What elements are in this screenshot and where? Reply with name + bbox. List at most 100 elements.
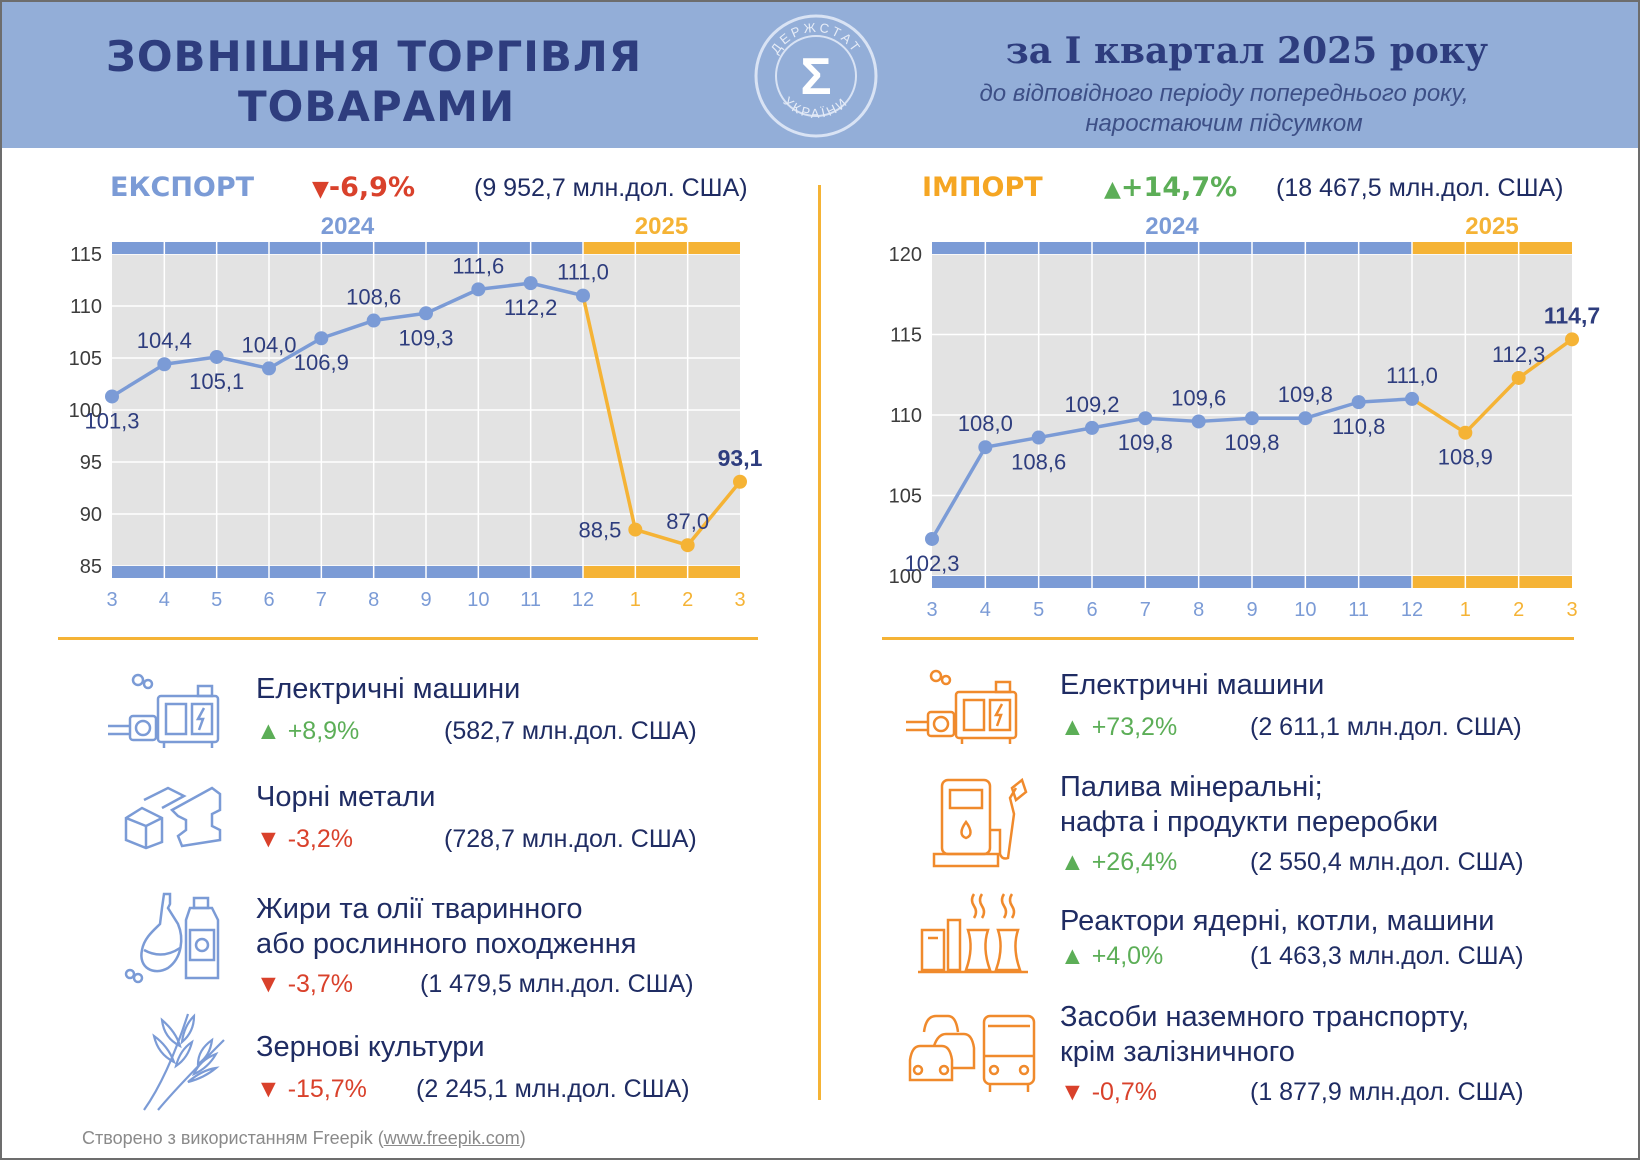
- item-value: (1 463,3 млн.дол. США): [1250, 942, 1524, 970]
- metal-profiles-icon: [124, 786, 222, 850]
- x-tick-label: 11: [1348, 599, 1369, 621]
- item-change: -3,7%: [287, 970, 354, 998]
- year-label-2025: 2025: [1465, 213, 1518, 240]
- data-point: [262, 361, 276, 376]
- data-point: [576, 288, 590, 303]
- item-change-row: ▼ -15,7%: [256, 1075, 367, 1104]
- vehicles-icon: [908, 1014, 1036, 1092]
- data-point: [157, 357, 172, 372]
- power-plant-icon: [918, 893, 1028, 974]
- item-name-line1: Жири та олії тваринного: [256, 893, 583, 925]
- data-label: 108,6: [1011, 450, 1066, 475]
- series-line-segment: [1038, 426, 1093, 440]
- export-item-ferrous-metals: Чорні метали ▼ -3,2% (728,7 млн.дол. США…: [256, 780, 796, 860]
- item-change-row: ▲ +4,0%: [1060, 942, 1163, 971]
- data-label: 101,3: [84, 408, 139, 433]
- electric-machine-icon: [906, 669, 1018, 744]
- footer-text: Створено з використанням Freepik: [82, 1128, 373, 1148]
- data-point: [680, 538, 695, 553]
- export-divider: [58, 637, 758, 640]
- data-point: [1138, 411, 1153, 426]
- x-tick-label: 2: [682, 589, 693, 611]
- series-line-segment: [1304, 400, 1360, 420]
- export-item-electric-machines: Електричні машини ▲ +8,9% (582,7 млн.дол…: [256, 672, 796, 752]
- up-triangle-icon: ▲: [1060, 848, 1085, 876]
- data-point: [628, 522, 643, 537]
- data-label: 108,0: [958, 411, 1013, 436]
- data-point: [1031, 430, 1046, 445]
- year-band-top-2024: [112, 242, 583, 254]
- data-point: [925, 531, 939, 546]
- item-name-line2: або рослинного походження: [256, 928, 637, 960]
- x-tick-label: 4: [159, 589, 170, 611]
- series-line-segment: [1464, 376, 1520, 434]
- item-name-line1: Засоби наземного транспорту,: [1060, 1001, 1470, 1033]
- import-title: ІМПОРТ: [922, 172, 1043, 203]
- y-tick-label: 85: [80, 556, 102, 578]
- item-value: (2 245,1 млн.дол. США): [416, 1075, 690, 1103]
- data-point: [1191, 414, 1206, 429]
- up-triangle-icon: ▲: [1104, 177, 1121, 202]
- subtitle-line1: до відповідного періоду попереднього рок…: [979, 80, 1469, 107]
- item-change: -15,7%: [287, 1075, 367, 1103]
- x-tick-label: 12: [572, 589, 594, 611]
- data-label: 88,5: [579, 518, 622, 543]
- series-line-segment: [1358, 397, 1413, 404]
- y-tick-label: 105: [889, 486, 922, 508]
- series-line-segment: [425, 287, 480, 315]
- year-band-top-2024: [932, 242, 1412, 254]
- import-change-value: +14,7%: [1120, 172, 1238, 203]
- series-line-segment: [930, 446, 987, 540]
- item-change: +8,9%: [287, 717, 360, 745]
- footer-credit: Створено з використанням Freepik (www.fr…: [82, 1128, 526, 1148]
- freepik-link[interactable]: www.freepik.com: [383, 1128, 520, 1148]
- item-change-row: ▲ +73,2%: [1060, 713, 1177, 742]
- data-point: [978, 440, 993, 455]
- year-label-2024: 2024: [321, 213, 375, 240]
- x-tick-label: 1: [630, 589, 641, 611]
- y-tick-label: 115: [890, 325, 922, 347]
- data-label: 111,6: [452, 253, 504, 278]
- export-change-value: -6,9%: [328, 172, 416, 203]
- series-line-segment: [634, 527, 689, 547]
- wheat-icon: [143, 1013, 225, 1111]
- logo-symbol: Σ: [800, 48, 831, 106]
- data-label: 109,3: [398, 325, 453, 350]
- year-band-bottom-2025: [583, 566, 740, 578]
- y-tick-label: 120: [889, 244, 922, 266]
- data-label: 104,4: [137, 328, 192, 353]
- x-tick-label: 3: [1566, 599, 1577, 621]
- data-point: [105, 389, 119, 404]
- down-triangle-icon: ▼: [256, 970, 281, 998]
- item-change-row: ▼ -3,2%: [256, 825, 353, 854]
- down-triangle-icon: ▼: [256, 825, 281, 853]
- data-label: 108,9: [1438, 445, 1493, 470]
- item-change: +73,2%: [1091, 713, 1178, 741]
- x-tick-label: 2: [1513, 599, 1524, 621]
- down-triangle-icon: ▼: [1060, 1078, 1085, 1106]
- item-change: -0,7%: [1091, 1078, 1158, 1106]
- data-label: 109,6: [1171, 385, 1226, 410]
- item-name: Реактори ядерні, котли, машини: [1060, 905, 1495, 937]
- data-point: [419, 306, 433, 321]
- x-tick-label: 9: [1246, 599, 1257, 621]
- up-triangle-icon: ▲: [1060, 713, 1085, 741]
- data-point: [1298, 411, 1313, 426]
- x-tick-label: 5: [211, 589, 222, 611]
- import-divider: [882, 637, 1574, 640]
- data-point: [366, 313, 381, 328]
- center-divider: [818, 185, 821, 1100]
- import-change: ▲+14,7%: [1104, 172, 1237, 203]
- data-label: 104,0: [241, 332, 296, 357]
- y-tick-label: 110: [890, 405, 922, 427]
- x-tick-label: 7: [316, 589, 327, 611]
- export-change: ▼-6,9%: [312, 172, 415, 203]
- up-triangle-icon: ▲: [1060, 942, 1085, 970]
- x-tick-label: 11: [520, 589, 541, 611]
- period-title: за I квартал 2025 року: [1005, 30, 1488, 72]
- x-tick-label: 7: [1140, 599, 1151, 621]
- data-point: [1405, 391, 1419, 406]
- series-line-segment: [1091, 416, 1146, 430]
